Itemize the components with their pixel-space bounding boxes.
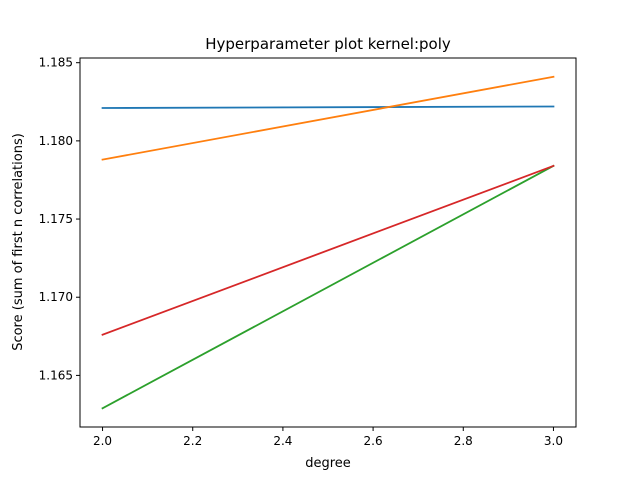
series-group bbox=[101, 75, 555, 410]
y-tick-label: 1.165 bbox=[39, 368, 73, 382]
y-tick-label: 1.175 bbox=[39, 212, 73, 226]
y-tick-label: 1.170 bbox=[39, 290, 73, 304]
x-tick-label: 2.2 bbox=[183, 434, 202, 448]
y-axis: 1.165 1.170 1.175 1.180 1.185 bbox=[39, 56, 80, 382]
y-tick-label: 1.185 bbox=[39, 56, 73, 70]
x-tick-label: 3.0 bbox=[544, 434, 563, 448]
x-axis: 2.0 2.2 2.4 2.6 2.8 3.0 bbox=[93, 427, 563, 448]
y-axis-label: Score (sum of first n correlations) bbox=[11, 133, 26, 351]
series-line-2 bbox=[101, 75, 555, 161]
x-tick-label: 2.4 bbox=[273, 434, 292, 448]
series-line-3 bbox=[101, 164, 555, 410]
chart-title: Hyperparameter plot kernel:poly bbox=[205, 35, 451, 53]
series-line-1 bbox=[101, 105, 555, 109]
x-tick-label: 2.6 bbox=[364, 434, 383, 448]
plot-frame bbox=[79, 57, 577, 428]
y-tick-label: 1.180 bbox=[39, 134, 73, 148]
series-line-4 bbox=[101, 164, 555, 336]
x-axis-label: degree bbox=[305, 456, 351, 471]
x-tick-label: 2.0 bbox=[93, 434, 112, 448]
x-tick-label: 2.8 bbox=[454, 434, 473, 448]
